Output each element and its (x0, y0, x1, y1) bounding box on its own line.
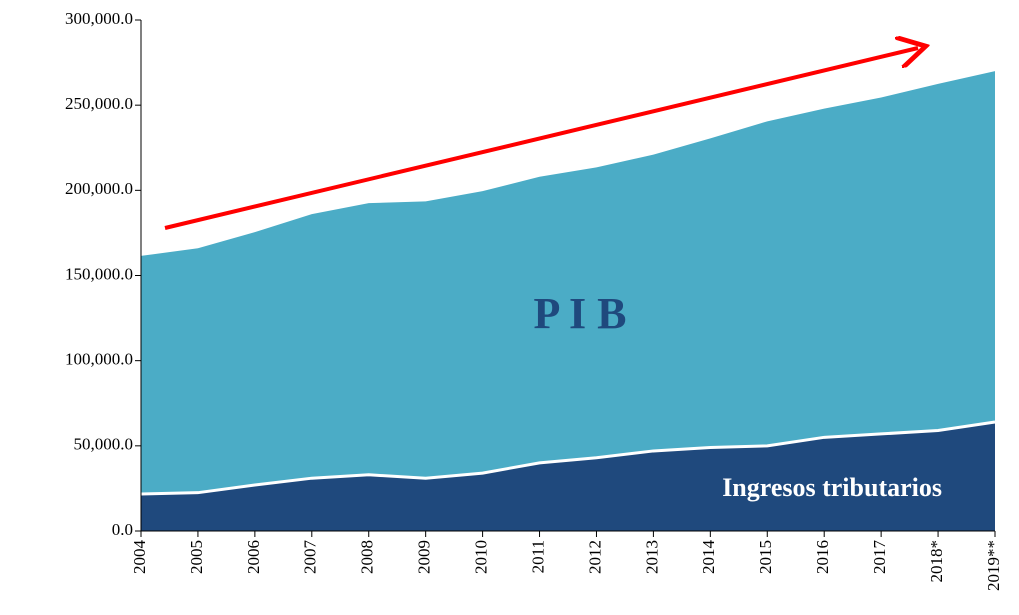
x-tick-label: 2008 (358, 540, 377, 574)
x-tick-label: 2017 (870, 540, 889, 575)
x-tick-label: 2012 (585, 540, 604, 574)
area-edge (140, 420, 996, 496)
series-label: Ingresos tributarios (722, 473, 942, 502)
x-tick-label: 2007 (301, 540, 320, 575)
x-tick-label: 2009 (415, 540, 434, 574)
x-tick-label: 2006 (244, 540, 263, 574)
area (141, 421, 995, 531)
y-tick-label: 0.0 (112, 520, 133, 539)
y-tick-label: 200,000.0 (65, 179, 133, 198)
x-tick-label: 2016 (813, 540, 832, 574)
x-tick-label: 2005 (187, 540, 206, 574)
x-tick-label: 2013 (642, 540, 661, 574)
x-tick-label: 2019** (984, 540, 1003, 591)
y-tick-label: 50,000.0 (74, 435, 134, 454)
x-tick-label: 2011 (528, 540, 547, 573)
y-tick-label: 100,000.0 (65, 350, 133, 369)
x-tick-label: 2015 (756, 540, 775, 574)
area (141, 71, 995, 531)
x-tick-label: 2014 (699, 540, 718, 575)
trend-arrow (164, 48, 918, 230)
x-tick-label: 2004 (130, 540, 149, 575)
y-tick-label: 250,000.0 (65, 94, 133, 113)
y-tick-label: 300,000.0 (65, 9, 133, 28)
x-tick-label: 2010 (472, 540, 491, 574)
plot-area: 0.0 50,000.0 100,000.0 150,000.0 200,000.0 25… (65, 9, 1003, 591)
x-tick-label: 2018* (927, 540, 946, 583)
series-label: P I B (534, 289, 627, 338)
y-tick-label: 150,000.0 (65, 264, 133, 283)
